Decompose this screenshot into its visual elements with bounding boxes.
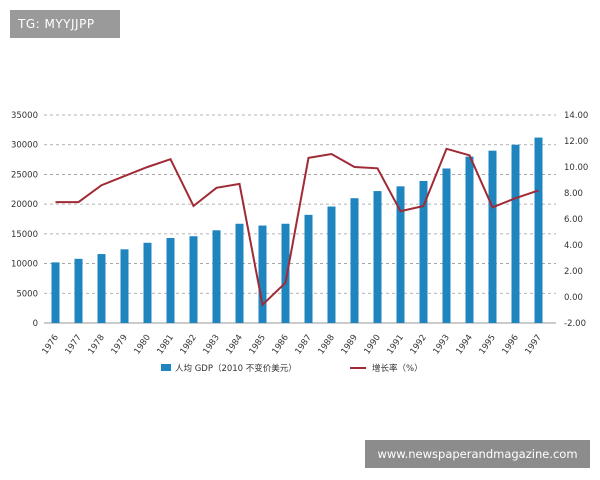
growth-line-layer [55, 147, 539, 307]
x-tick-label: 1989 [339, 333, 360, 356]
x-tick-label: 1992 [408, 333, 429, 356]
right-tick-label: 8.00 [564, 189, 583, 199]
legend-line-label: 增长率（%） [372, 363, 423, 374]
x-tick-label: 1977 [63, 333, 84, 356]
gdp-bar [235, 223, 244, 323]
right-tick-label: -2.00 [564, 319, 586, 329]
gdp-bar [304, 214, 313, 323]
left-tick-label: 5000 [16, 289, 38, 299]
left-tick-label: 15000 [11, 230, 38, 240]
left-axis-ticks: 0 5000 10000 15000 20000 25000 30000 35000 [11, 111, 38, 329]
gdp-bar [465, 156, 474, 323]
gdp-bar [212, 230, 221, 323]
x-tick-label: 1983 [201, 333, 222, 356]
gdp-bar [350, 198, 359, 323]
gdp-bars [51, 137, 543, 323]
gdp-bar [534, 137, 543, 323]
x-tick-label: 1993 [431, 333, 452, 356]
x-axis-ticks: 1976 1977 1978 1979 1980 1981 1982 1983 1984 1985… [40, 333, 544, 356]
left-tick-label: 10000 [11, 260, 38, 270]
gdp-bar [51, 262, 60, 323]
watermark-bottom: www.newspaperandmagazine.com [365, 440, 590, 468]
x-tick-label: 1979 [109, 333, 130, 356]
gdp-bar [488, 150, 497, 323]
watermark-top: TG: MYYJJPP [10, 10, 120, 38]
right-tick-label: 10.00 [564, 163, 588, 173]
right-tick-label: 4.00 [564, 241, 583, 251]
left-tick-label: 30000 [11, 141, 38, 151]
gdp-bar [189, 236, 198, 323]
right-tick-label: 0.00 [564, 293, 583, 303]
gdp-bar [166, 238, 175, 323]
gdp-bar [281, 223, 290, 323]
gdp-bar [120, 249, 129, 323]
x-tick-label: 1991 [385, 333, 406, 356]
gdp-bar [373, 191, 382, 323]
right-tick-label: 6.00 [564, 215, 583, 225]
right-axis-ticks: -2.00 0.00 2.00 4.00 6.00 8.00 10.00 12.00 14.00 [564, 111, 588, 329]
gdp-bar [97, 254, 106, 323]
x-tick-label: 1982 [178, 333, 199, 356]
legend-bar-label: 人均 GDP（2010 不变价美元） [175, 363, 297, 374]
gdp-bar [396, 186, 405, 323]
gdp-bar [511, 144, 520, 323]
left-tick-label: 0 [33, 319, 38, 329]
right-tick-label: 14.00 [564, 111, 588, 121]
gdp-bar [74, 258, 83, 323]
x-tick-label: 1980 [132, 333, 153, 356]
x-tick-label: 1984 [224, 333, 245, 356]
gdp-bar [442, 168, 451, 323]
right-tick-label: 12.00 [564, 137, 588, 147]
legend: 人均 GDP（2010 不变价美元） 增长率（%） [161, 363, 423, 374]
x-tick-label: 1996 [500, 333, 521, 356]
left-tick-label: 20000 [11, 200, 38, 210]
x-tick-label: 1997 [523, 333, 544, 356]
growth-rate-line [55, 147, 539, 307]
left-tick-label: 35000 [11, 111, 38, 121]
right-tick-label: 2.00 [564, 267, 583, 277]
x-tick-label: 1976 [40, 333, 61, 356]
x-tick-label: 1985 [247, 333, 268, 356]
gdp-bar [419, 180, 428, 323]
x-tick-label: 1994 [454, 333, 475, 356]
legend-bar-swatch [161, 364, 171, 371]
x-tick-label: 1987 [293, 333, 314, 356]
x-tick-label: 1986 [270, 333, 291, 356]
x-tick-label: 1990 [362, 333, 383, 356]
x-tick-label: 1988 [316, 333, 337, 356]
x-tick-label: 1995 [477, 333, 498, 356]
x-tick-label: 1981 [155, 333, 176, 356]
gdp-bar [258, 225, 267, 323]
left-tick-label: 25000 [11, 170, 38, 180]
gdp-bar [143, 242, 152, 323]
gdp-bar [327, 206, 336, 323]
x-tick-label: 1978 [86, 333, 107, 356]
